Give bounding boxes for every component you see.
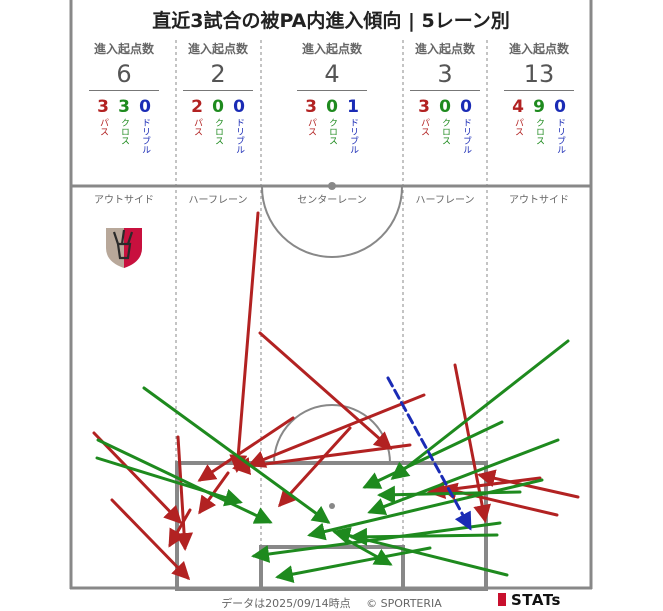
dribble-label: ドリブル [348,118,358,154]
entry-arrows [92,211,580,584]
cross-arrow-10 [349,527,499,546]
lane-summary-outside-right: 進入起点数 13 4 パス 9 クロス 0 ドリブル [490,40,588,154]
dribble-label: ドリブル [555,118,565,154]
credit: © SPORTERIA [366,597,442,610]
lane-total: 2 [210,60,226,88]
pass-label: パス [98,118,108,136]
lane-breakdown: 4 パス 9 クロス 0 ドリブル [490,97,588,154]
cross-arrow-4 [390,339,570,480]
center-spot [328,182,336,190]
lane-name: ハーフレーン [188,195,248,206]
pitch-lines [69,0,593,591]
pass-arrow-9 [110,498,191,581]
lane-summary-halfspace-right: 進入起点数 3 3 パス 0 クロス 0 ドリブル [404,40,486,154]
cross-count: 0 [326,97,338,117]
cross-label: クロス [534,118,544,145]
pass-arrow-11 [168,508,192,548]
pass-arrow-1 [229,211,260,473]
cross-arrow-3 [95,456,243,507]
pass-count: 3 [418,97,430,117]
lane-total: 6 [116,60,132,88]
chart-title: 直近3試合の被PA内進入傾向 | 5レーン別 [152,10,510,32]
cross-label: クロス [213,118,223,145]
lane-breakdown: 3 パス 3 クロス 0 ドリブル [76,97,172,154]
lane-name: ハーフレーン [415,195,475,206]
cross-label: クロス [440,118,450,145]
cross-count: 0 [439,97,451,117]
lane-divider [183,90,253,91]
lane-name: アウトサイド [509,195,569,206]
lane-name: アウトサイド [94,195,154,206]
lane-breakdown: 2 パス 0 クロス 0 ドリブル [176,97,260,154]
cross-label: クロス [327,118,337,145]
dribble-label: ドリブル [234,118,244,154]
lane-total: 13 [523,60,555,88]
pass-arrow-3 [247,393,426,468]
pass-count: 4 [512,97,524,117]
lane-total: 3 [437,60,453,88]
pass-arrow-6 [197,416,295,482]
pass-label: パス [306,118,316,136]
pass-arrow-2 [258,331,393,450]
stats-logo-mark-icon [498,593,506,606]
cross-count: 3 [118,97,130,117]
dribble-count: 0 [233,97,245,117]
pass-arrow-13 [477,469,580,499]
kashima-antlers-crest-icon [106,228,142,268]
data-date: データは2025/09/14時点 [221,597,351,610]
pass-count: 3 [305,97,317,117]
lane-divider [410,90,480,91]
pass-count: 2 [191,97,203,117]
cross-arrow-12 [345,538,393,566]
pass-label: パス [513,118,523,136]
dribble-count: 0 [460,97,472,117]
lane-name: センターレーン [297,195,367,206]
lane-breakdown: 3 パス 0 クロス 1 ドリブル [262,97,402,154]
lane-header-label: 進入起点数 [508,42,569,56]
lane-divider [89,90,159,91]
lane-summary-halfspace-left: 進入起点数 2 2 パス 0 クロス 0 ドリブル [176,40,260,154]
cross-arrow-9 [251,521,502,563]
penalty-spot [329,503,335,509]
cross-arrow-2 [96,438,273,524]
lane-header-label: 進入起点数 [187,42,248,56]
pass-label: パス [192,118,202,136]
lane-summary-center: 進入起点数 4 3 パス 0 クロス 1 ドリブル [262,40,402,154]
lane-header-label: 進入起点数 [93,42,154,56]
cross-arrow-11 [332,526,509,577]
footer: データは2025/09/14時点 © SPORTERIA [0,595,663,611]
pass-arrow-5 [277,426,352,508]
cross-count: 9 [533,97,545,117]
lane-divider [504,90,574,91]
dribble-arrow-1 [386,376,472,531]
lane-header-label: 進入起点数 [301,42,362,56]
lane-divider [297,90,367,91]
dribble-count: 1 [347,97,359,117]
cross-arrow-5 [362,420,504,489]
lane-header-label: 進入起点数 [414,42,475,56]
dribble-count: 0 [139,97,151,117]
dribble-label: ドリブル [140,118,150,154]
cross-count: 0 [212,97,224,117]
lane-breakdown: 3 パス 0 クロス 0 ドリブル [404,97,486,154]
stats-logo: STATs [498,591,561,609]
pass-arrow-8 [92,431,183,525]
cross-arrow-13 [275,546,432,584]
pass-label: パス [419,118,429,136]
cross-arrow-8 [307,478,544,541]
dribble-label: ドリブル [461,118,471,154]
cross-arrow-1 [142,386,331,524]
dribble-count: 0 [554,97,566,117]
lane-summary-outside-left: 進入起点数 6 3 パス 3 クロス 0 ドリブル [76,40,172,154]
center-circle [261,186,403,258]
cross-arrow-6 [367,438,560,516]
stats-logo-text: STATs [511,591,561,609]
cross-label: クロス [119,118,129,145]
lane-total: 4 [324,60,340,88]
pass-count: 3 [97,97,109,117]
